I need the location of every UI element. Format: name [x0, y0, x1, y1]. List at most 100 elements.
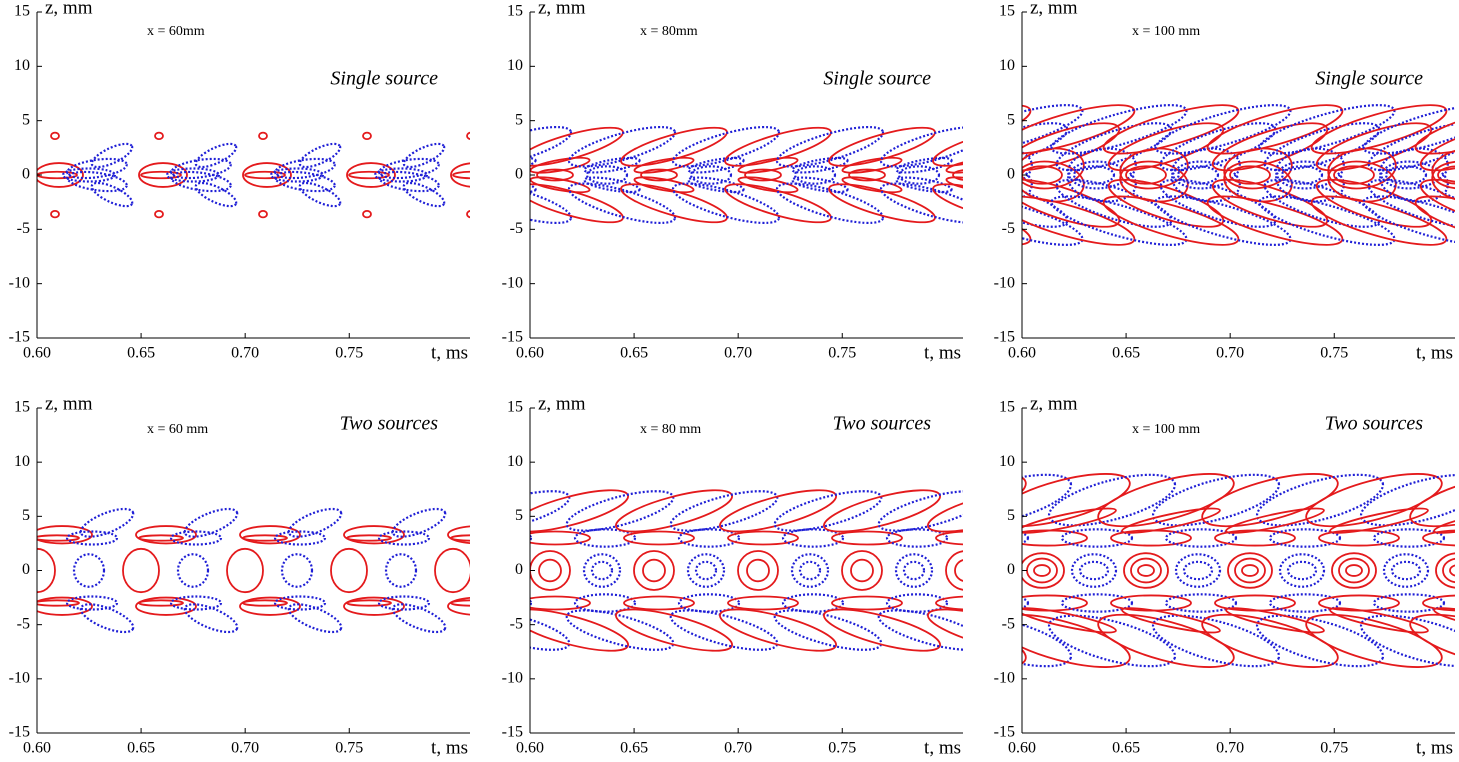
contour-line	[687, 156, 745, 174]
contour-line	[1331, 552, 1377, 589]
y-tick-label: 15	[999, 3, 1015, 20]
contour-line	[1379, 147, 1449, 190]
contour-line	[169, 530, 223, 546]
contour-line	[1022, 529, 1088, 547]
contours	[37, 507, 470, 634]
contour-line	[169, 595, 223, 611]
y-tick-label: -5	[1002, 615, 1015, 632]
contour-line	[1159, 178, 1277, 228]
contour-line	[479, 168, 531, 181]
contour-line	[1225, 507, 1325, 534]
contour-line	[1211, 122, 1329, 172]
contour-line	[1055, 122, 1173, 172]
contour-line	[1384, 165, 1428, 185]
y-tick-label: 10	[507, 453, 523, 470]
contour-line	[1359, 473, 1455, 527]
contour-line	[724, 126, 832, 167]
y-tick-label: 10	[14, 453, 30, 470]
contour-line	[450, 599, 470, 607]
contours	[530, 125, 963, 225]
contour-line	[90, 181, 134, 208]
contour-line	[280, 553, 314, 588]
contour-line	[1275, 147, 1345, 190]
contour-line	[226, 547, 264, 594]
y-tick-label: -10	[502, 670, 523, 687]
contour-line	[1022, 473, 1027, 528]
y-tick-label: -15	[9, 724, 30, 741]
contour-line	[1171, 160, 1241, 203]
contour-line	[791, 156, 849, 174]
contour-line	[1327, 147, 1397, 190]
contour-line	[1433, 507, 1455, 534]
contour-line	[879, 125, 963, 168]
contour-line	[1022, 613, 1131, 668]
panel: -15 -10 -5 0 5 10 15 0.60 0.65 0.70 0.75 z, mm t, ms…	[502, 0, 963, 363]
contour-line	[609, 139, 655, 171]
panel-label: Single source	[1315, 68, 1423, 90]
contour-line	[384, 553, 418, 588]
contour-line	[689, 165, 733, 185]
contour-line	[1329, 607, 1429, 634]
contour-line	[1305, 473, 1443, 528]
contours	[1022, 104, 1455, 246]
contour-line	[671, 125, 781, 168]
contour-line	[343, 596, 405, 616]
contour-line	[65, 530, 119, 546]
contour-line	[1362, 195, 1455, 246]
contour-line	[154, 209, 164, 219]
x-tick-label: 0.70	[1216, 345, 1244, 362]
contour-line	[79, 507, 135, 538]
contour-line	[530, 595, 591, 611]
contour-line	[466, 210, 470, 219]
contour-line	[927, 608, 963, 652]
y-tick-label: -5	[17, 220, 30, 237]
contour-line	[968, 554, 1012, 587]
y-tick-label: -15	[502, 724, 523, 741]
contour-line	[1026, 557, 1058, 584]
contour-line	[671, 182, 781, 225]
contour-line	[932, 183, 963, 224]
contour-line	[538, 558, 562, 583]
y-tick-label: 10	[999, 57, 1015, 74]
contour-line	[573, 528, 637, 548]
contour-line	[1280, 165, 1324, 185]
panel: -15 -10 -5 0 5 10 15 0.60 0.65 0.70 0.75 z, mm t, ms…	[9, 393, 470, 758]
contour-line	[466, 131, 470, 140]
contour-line	[1121, 607, 1221, 634]
contour-line	[781, 528, 845, 548]
annotation: x = 60mm	[147, 24, 205, 39]
contour-line	[362, 209, 372, 219]
y-tick-label: 0	[1007, 166, 1015, 183]
x-tick-label: 0.75	[335, 740, 363, 757]
contour-line	[1305, 613, 1443, 668]
y-tick-label: -15	[994, 724, 1015, 741]
contour-line	[480, 554, 516, 587]
contour-line	[828, 183, 936, 224]
contour-line	[258, 209, 268, 219]
contour-line	[330, 547, 368, 594]
contour-line	[623, 595, 695, 611]
contour-line	[687, 176, 745, 194]
contour-line	[677, 528, 741, 548]
contour-line	[135, 525, 197, 545]
contour-line	[746, 558, 770, 583]
contour-line	[850, 558, 874, 583]
contour-line	[244, 170, 286, 180]
contour-line	[1422, 529, 1455, 547]
y-tick-label: 0	[22, 166, 30, 183]
contour-line	[1333, 165, 1375, 185]
contour-line	[1022, 147, 1085, 190]
contour-line	[686, 553, 726, 588]
contour-line	[138, 162, 188, 188]
contour-line	[273, 595, 327, 611]
contour-line	[1409, 473, 1455, 528]
contour-line	[620, 183, 728, 224]
contour-line	[727, 530, 799, 546]
contour-line	[378, 157, 440, 180]
contour-line	[737, 176, 799, 194]
contour-line	[737, 550, 779, 591]
contour-line	[1022, 178, 1069, 228]
contour-line	[1022, 165, 1063, 185]
contour-line	[298, 142, 342, 169]
panel-label: Single source	[823, 68, 931, 90]
